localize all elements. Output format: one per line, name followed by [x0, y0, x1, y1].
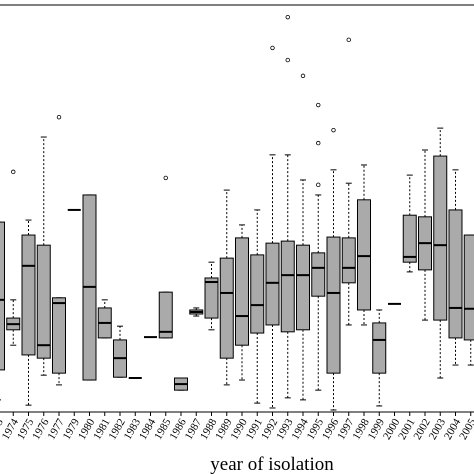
box	[0, 221, 5, 371]
box	[296, 244, 310, 331]
box	[52, 297, 66, 374]
box	[158, 291, 173, 339]
box	[326, 236, 341, 374]
box	[448, 209, 463, 339]
box	[204, 277, 219, 319]
box	[280, 240, 295, 333]
plot-frame	[0, 4, 474, 413]
x-tick-label: 2005	[457, 416, 474, 441]
outlier	[346, 37, 351, 43]
box	[21, 234, 36, 356]
box	[250, 254, 265, 334]
outlier	[331, 127, 336, 133]
box	[311, 252, 326, 297]
box	[463, 234, 474, 341]
outlier	[285, 14, 290, 20]
outlier	[56, 114, 62, 120]
box	[341, 237, 356, 284]
box	[372, 322, 387, 374]
box	[235, 237, 249, 346]
outlier	[163, 175, 168, 181]
box	[219, 257, 234, 359]
box	[36, 244, 51, 359]
box	[402, 214, 417, 263]
x-axis-label: year of isolation	[210, 454, 334, 474]
box	[433, 155, 448, 321]
outlier	[270, 45, 275, 51]
box	[357, 199, 371, 311]
outlier	[316, 182, 321, 188]
outlier	[285, 57, 290, 63]
outlier	[11, 169, 16, 175]
outlier	[316, 102, 321, 108]
outlier	[316, 140, 321, 146]
box	[265, 242, 280, 326]
outlier	[300, 73, 306, 79]
